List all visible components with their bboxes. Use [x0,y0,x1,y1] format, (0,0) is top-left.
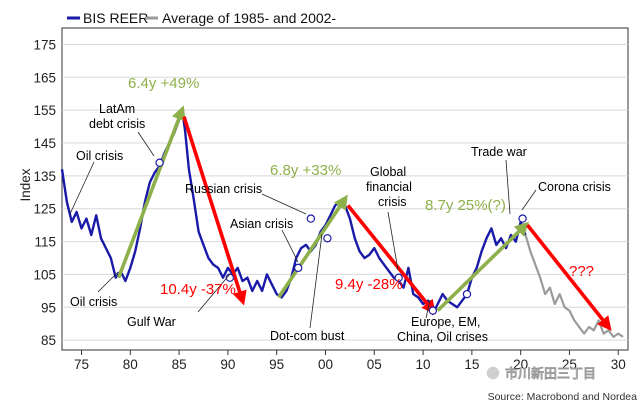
y-tick-label-85: 85 [41,333,56,348]
annotation-gfc-line1: Global [370,165,406,179]
annotation-gfc-line2: financial [366,180,412,194]
series-line-average [524,234,624,338]
trend-label-loss-1980s: 10.4y -37% [160,281,236,298]
annotation-asian-crisis: Asian crisis [230,217,293,231]
annotation-gfc-line3: crisis [378,195,406,209]
event-markers [155,158,527,315]
event-marker-4 [306,214,316,223]
x-tick-label-00: 00 [318,357,333,372]
grid [62,43,628,341]
x-tick-label-80: 80 [123,357,138,372]
y-tick-label-105: 105 [33,267,56,282]
trend-label-gain-1990s: 6.8y +33% [270,162,341,179]
x-axis: 75 80 85 90 95 00 05 10 15 20 25 30 [74,350,626,372]
x-tick-label-30: 30 [611,357,626,372]
trend-arrow-1-gain [116,105,186,279]
annotation-europe-line2: China, Oil crises [397,330,488,344]
leader-europe-em-crises [425,299,431,319]
y-tick-label-155: 155 [33,103,56,118]
y-tick-label-175: 175 [33,37,56,52]
leader-gulf-war [197,273,231,313]
y-tick-label-115: 115 [34,235,56,250]
leader-oil-crisis-1973 [69,161,95,215]
x-tick-label-10: 10 [416,357,431,372]
y-tick-label-165: 165 [33,70,56,85]
watermark-text: 市川新田三丁目 [505,366,596,381]
trend-arrows [116,105,612,331]
leader-trade-war [505,159,511,215]
y-axis-label: Index [18,168,33,201]
annotation-oil-crisis-1973: Oil crisis [76,149,123,163]
trend-label-future: ??? [569,263,594,280]
x-tick-label-05: 05 [367,357,382,372]
trend-label-loss-2000s: 9.4y -28% [335,276,403,293]
annotation-europe-line1: Europe, EM, [411,315,480,329]
event-marker-1 [155,158,164,167]
x-tick-label-20: 20 [513,357,528,372]
annotation-gulf-war: Gulf War [127,315,176,329]
source-note: Source: Macrobond and Nordea [488,391,638,403]
leader-oil-crisis-1979 [97,271,119,293]
event-marker-5 [323,234,332,243]
leader-asian-crisis [281,229,299,263]
event-marker-6 [394,273,403,282]
x-tick-label-75: 75 [74,357,89,372]
watermark: 市川新田三丁目 [485,365,596,381]
y-tick-label-95: 95 [41,300,56,315]
leader-russian-crisis [261,193,307,215]
event-marker-8 [462,289,472,299]
legend: BIS REER Average of 1985- and 2002- [67,10,336,26]
trend-arrow-2-loss [182,116,247,306]
trend-arrow-6-loss [526,224,612,331]
annotation-oil-crisis-1979: Oil crisis [70,295,117,309]
trend-label-gain-1980s: 6.4y +49% [128,75,199,92]
watermark-icon [485,365,501,381]
y-axis: 85 95 105 115 125 135 145 155 165 175 [33,37,56,348]
leader-global-financial-crisis [387,211,399,271]
y-tick-label-135: 135 [33,169,56,184]
annotation-latam-line1: LatAm [99,102,135,116]
x-tick-label-90: 90 [220,357,235,372]
trend-arrow-5-gain [436,221,530,312]
annotation-trade-war: Trade war [471,145,527,159]
annotation-latam-line2: debt crisis [89,117,145,131]
x-tick-label-95: 95 [269,357,284,372]
event-marker-7 [428,306,438,315]
annotation-russian-crisis: Russian crisis [185,182,262,196]
annotation-corona-crisis: Corona crisis [538,180,611,194]
plot-area [61,27,629,351]
legend-label-average: Average of 1985- and 2002- [162,10,336,26]
annotation-dot-com-bust: Dot-com bust [270,329,345,343]
leader-latam-debt-crisis [137,131,155,157]
y-tick-label-125: 125 [33,202,56,217]
x-tick-label-85: 85 [172,357,187,372]
x-tick-label-25: 25 [562,357,577,372]
event-annotations: Oil crisis Oil crisis LatAm debt crisis … [69,102,611,344]
trend-arrow-3-gain [277,194,348,299]
leader-corona-crisis [521,189,537,211]
leader-dot-com-bust [309,233,323,329]
legend-label-bis-reer: BIS REER [83,10,148,26]
trend-label-gain-2010s: 8.7y 25%(?) [425,197,506,214]
y-tick-label-145: 145 [33,136,56,151]
x-tick-label-15: 15 [464,357,479,372]
event-marker-3 [293,263,303,273]
event-marker-9 [518,214,527,223]
trend-arrow-4-loss [346,204,436,315]
